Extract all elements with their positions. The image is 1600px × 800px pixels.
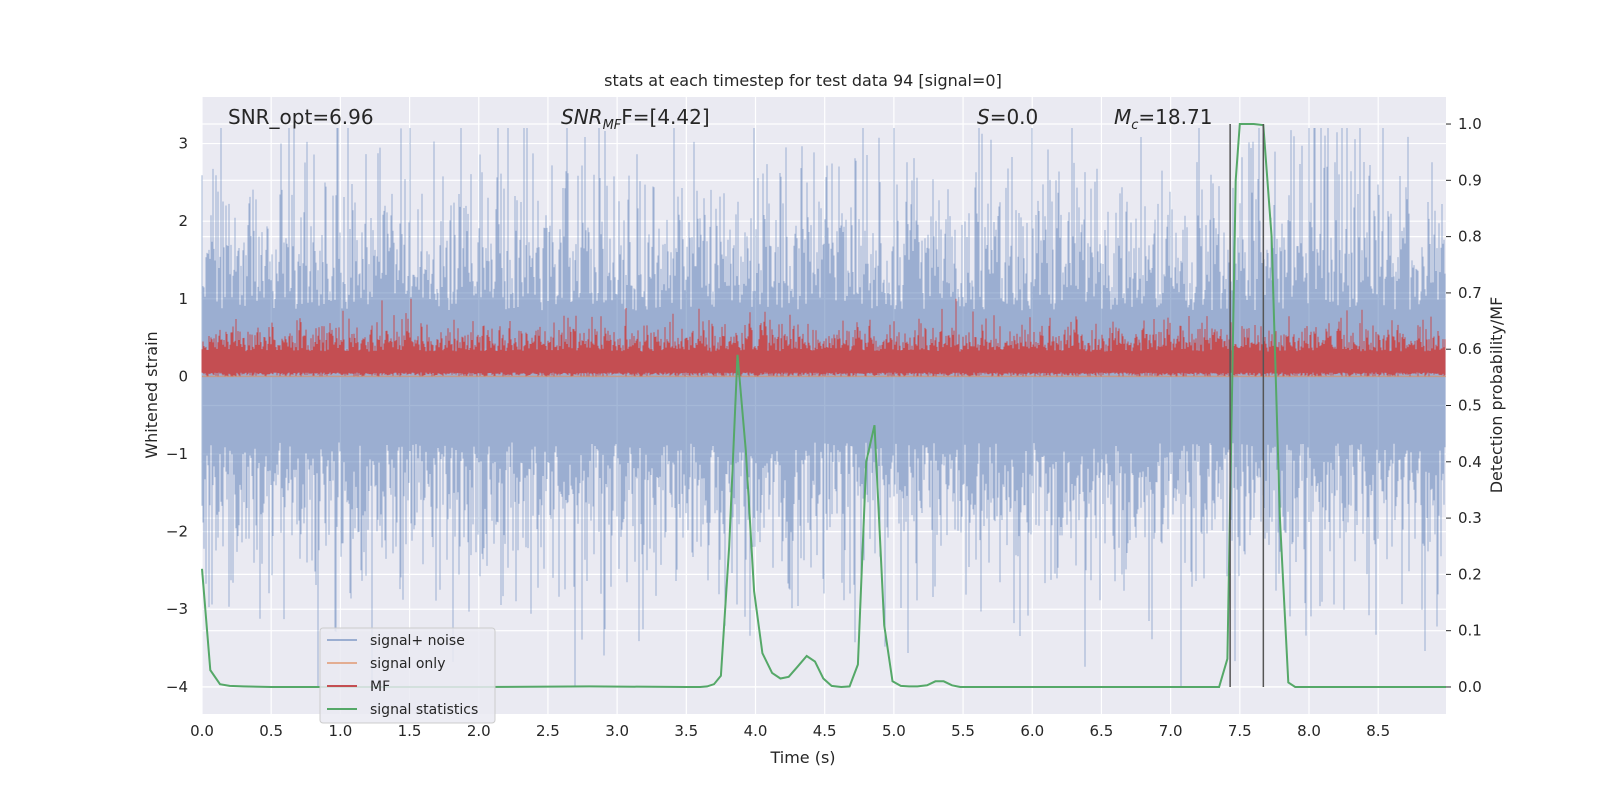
snr-mf-annotation: SNRMFF=[4.42] xyxy=(561,105,710,133)
x-tick-label: 3.0 xyxy=(605,722,629,740)
legend-box xyxy=(319,627,496,724)
legend-label-signal-statistics: signal statistics xyxy=(370,702,478,718)
y-tick-label-left: 0 xyxy=(178,367,188,385)
signal-statistics-series xyxy=(201,123,1446,689)
x-tick-label: 4.5 xyxy=(813,722,837,740)
snr-mf-base: SNR xyxy=(561,105,603,129)
y-tick-label-right: 0.9 xyxy=(1458,171,1482,189)
snr-mf-sub: MF xyxy=(603,118,622,133)
mc-rest: =18.71 xyxy=(1138,105,1212,129)
x-tick-label: 1.5 xyxy=(398,722,422,740)
y-tick-label-right: 1.0 xyxy=(1458,115,1482,133)
mc-annotation: Mc=18.71 xyxy=(1114,105,1212,133)
x-tick-label: 7.5 xyxy=(1228,722,1252,740)
y-tick-label-right: 0.0 xyxy=(1458,678,1482,696)
mf-line xyxy=(201,298,1446,377)
y-tick-label-left: 3 xyxy=(178,135,188,153)
y-tick-label-right: 0.4 xyxy=(1458,453,1482,471)
x-tick-label: 5.0 xyxy=(882,722,906,740)
y-axis-label-right: Detection probability/MF xyxy=(1487,297,1506,494)
y-tick-label-left: −3 xyxy=(166,600,188,618)
x-tick-label: 5.5 xyxy=(951,722,975,740)
x-ticks: 0.0 0.5 1.0 1.5 2.0 2.5 3.0 3.5 4.0 4.5 5.0 5.5 6.0 6… xyxy=(190,722,1390,740)
x-tick-label: 8.5 xyxy=(1366,722,1390,740)
x-tick-label: 3.5 xyxy=(674,722,698,740)
y-tick-label-left: −2 xyxy=(166,523,188,541)
signal-statistics-line xyxy=(201,123,1446,689)
y-tick-label-left: −1 xyxy=(166,445,188,463)
y-tick-label-right: 0.7 xyxy=(1458,284,1482,302)
y-tick-label-right: 0.3 xyxy=(1458,509,1482,527)
s-rest: =0.0 xyxy=(990,105,1039,129)
s-annotation: S=0.0 xyxy=(977,105,1038,129)
y-tick-label-right: 0.5 xyxy=(1458,397,1482,415)
mf-series xyxy=(201,298,1446,377)
legend-label-signal-noise: signal+ noise xyxy=(370,633,465,649)
y-ticks-right: 0.0 0.1 0.2 0.3 0.4 0.5 0.6 0.7 0.8 0.9 1.0 xyxy=(1446,115,1482,696)
x-tick-label: 1.0 xyxy=(328,722,352,740)
x-tick-label: 7.0 xyxy=(1159,722,1183,740)
snr-opt-annotation: SNR_opt=6.96 xyxy=(228,105,374,129)
legend: signal+ noise signal only MF signal stat… xyxy=(319,627,496,724)
y-tick-label-right: 0.1 xyxy=(1458,622,1482,640)
x-axis-label: Time (s) xyxy=(769,748,835,767)
snr-mf-rest: F=[4.42] xyxy=(621,105,709,129)
y-tick-label-left: −4 xyxy=(166,678,188,696)
marker-lines xyxy=(1229,124,1265,687)
y-ticks-left: −4 −3 −2 −1 0 1 2 3 xyxy=(166,135,188,696)
x-tick-label: 6.0 xyxy=(1020,722,1044,740)
y-tick-label-left: 1 xyxy=(178,290,188,308)
y-axis-label-left: Whitened strain xyxy=(142,331,161,458)
x-tick-label: 2.0 xyxy=(467,722,491,740)
y-tick-label-left: 2 xyxy=(178,212,188,230)
y-tick-label-right: 0.8 xyxy=(1458,228,1482,246)
s-italic: S xyxy=(977,105,990,129)
x-tick-label: 0.0 xyxy=(190,722,214,740)
x-tick-label: 2.5 xyxy=(536,722,560,740)
mc-sub: c xyxy=(1131,118,1138,133)
x-tick-label: 4.0 xyxy=(744,722,768,740)
y-tick-label-right: 0.6 xyxy=(1458,340,1482,358)
x-tick-label: 0.5 xyxy=(259,722,283,740)
legend-label-signal-only: signal only xyxy=(370,656,445,672)
x-tick-label: 6.5 xyxy=(1090,722,1114,740)
chart-title: stats at each timestep for test data 94 … xyxy=(604,71,1002,90)
x-tick-label: 8.0 xyxy=(1297,722,1321,740)
legend-label-mf: MF xyxy=(370,679,390,695)
y-tick-label-right: 0.2 xyxy=(1458,565,1482,583)
mc-base: M xyxy=(1114,105,1131,129)
